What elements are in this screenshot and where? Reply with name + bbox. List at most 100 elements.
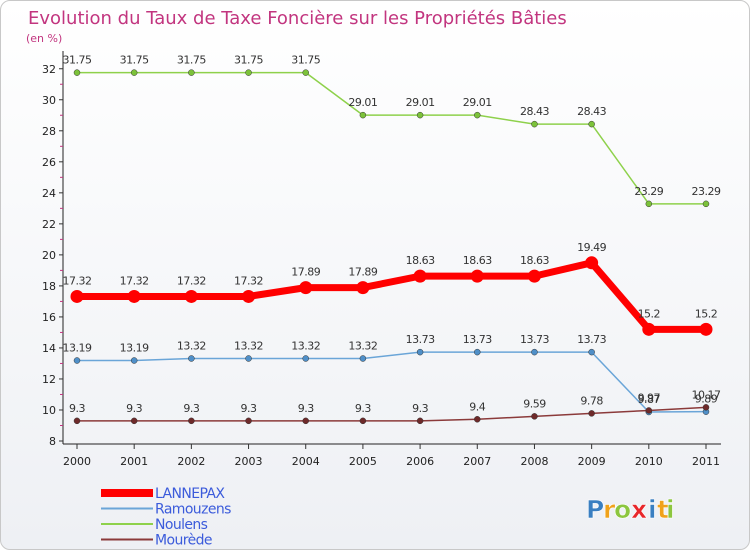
point-noulens: [73, 69, 81, 76]
point-lannepax: [70, 289, 84, 303]
x-tick-label: 2000: [63, 455, 91, 468]
point-mourede: [359, 417, 367, 425]
point-mourede: [416, 417, 424, 425]
legend-label-lannepax: LANNEPAX: [155, 486, 225, 502]
series-line-noulens: [77, 71, 706, 205]
point-lannepax: [642, 322, 656, 336]
point-mourede: [302, 417, 309, 425]
axes: 8 10 12 14 16 18 20 22 24 26 28 30 32 2000 2001 2002 200…: [42, 51, 721, 468]
data-label-lannepax: 18.63: [463, 254, 492, 267]
data-label-ramouzens: 13.19: [120, 342, 149, 355]
data-label-noulens: 31.75: [234, 54, 263, 67]
data-label-noulens: 29.01: [463, 96, 492, 109]
x-tick-label: 2011: [692, 455, 720, 468]
point-noulens: [474, 111, 481, 119]
y-tick-label: 20: [42, 249, 56, 262]
data-label-lannepax: 17.32: [63, 274, 92, 287]
data-label-mourede: 9.4: [469, 400, 485, 413]
point-mourede: [702, 404, 710, 411]
point-ramouzens: [245, 355, 252, 362]
point-noulens: [588, 120, 595, 128]
data-label-mourede: 10.17: [692, 388, 721, 401]
point-lannepax: [585, 256, 599, 270]
data-label-ramouzens: 9.87: [638, 393, 661, 406]
data-label-mourede: 9.78: [580, 394, 603, 407]
data-label-noulens: 31.75: [63, 54, 92, 67]
x-tick-label: 2004: [292, 455, 320, 468]
logo-letter: o: [614, 495, 631, 524]
point-lannepax: [470, 269, 484, 283]
data-label-mourede: 9.97: [638, 391, 661, 404]
point-lannepax: [527, 269, 541, 283]
point-noulens: [302, 69, 309, 76]
data-label-lannepax: 18.63: [520, 254, 549, 267]
data-label-noulens: 31.75: [291, 54, 320, 67]
logo-letter: r: [603, 495, 616, 524]
legend-label-noulens: Noulens: [155, 517, 208, 533]
logo-letter: x: [631, 495, 647, 524]
data-label-lannepax: 17.89: [291, 266, 320, 279]
y-tick-label: 28: [42, 125, 56, 138]
legend-label-ramouzens: Ramouzens: [155, 502, 231, 518]
point-ramouzens: [188, 355, 195, 362]
y-tick-label: 30: [42, 94, 56, 107]
logo-letter: i: [648, 495, 657, 524]
point-mourede: [531, 413, 538, 420]
x-tick-label: 2008: [520, 455, 548, 468]
point-mourede: [188, 417, 195, 425]
series-line-mourede: [77, 406, 707, 422]
y-tick-label: 14: [42, 342, 56, 355]
legend-label-mourede: Mourède: [155, 533, 212, 549]
data-label-ramouzens: 13.32: [234, 339, 263, 352]
data-label-lannepax: 18.63: [406, 254, 435, 267]
data-label-noulens: 28.43: [520, 105, 549, 118]
unit-label: (en %): [26, 32, 62, 45]
y-tick-label: 16: [42, 311, 56, 324]
point-ramouzens: [474, 348, 481, 356]
series-line-lannepax: [77, 259, 706, 333]
y-tick-label: 8: [49, 435, 56, 448]
data-label-lannepax: 19.49: [577, 241, 606, 254]
data-label-ramouzens: 13.73: [577, 333, 606, 346]
data-label-lannepax: 17.32: [120, 274, 149, 287]
data-label-lannepax: 15.2: [638, 307, 661, 320]
x-tick-label: 2002: [177, 455, 205, 468]
logo-letter: i: [666, 495, 675, 524]
point-mourede: [588, 410, 595, 417]
y-tick-label: 12: [42, 373, 56, 386]
x-tick-label: 2010: [635, 455, 663, 468]
data-label-lannepax: 17.32: [234, 274, 263, 287]
data-labels: 31.75 31.75 31.75 31.75 31.75 29.01 29.01 29.01…: [63, 54, 722, 415]
point-ramouzens: [531, 348, 538, 356]
y-tick-label: 18: [42, 280, 56, 293]
data-label-noulens: 23.29: [692, 185, 721, 198]
point-lannepax: [413, 269, 427, 283]
data-label-mourede: 9.3: [412, 402, 428, 415]
data-label-lannepax: 17.32: [177, 274, 206, 287]
data-label-noulens: 29.01: [348, 96, 377, 109]
data-label-ramouzens: 13.19: [63, 342, 92, 355]
y-tick-label: 32: [42, 63, 56, 76]
point-mourede: [645, 407, 653, 414]
data-label-ramouzens: 13.73: [406, 333, 435, 346]
point-noulens: [359, 111, 367, 119]
point-ramouzens: [130, 357, 138, 364]
point-noulens: [188, 69, 195, 76]
data-label-noulens: 31.75: [120, 54, 149, 67]
point-ramouzens: [588, 348, 595, 356]
data-label-mourede: 9.3: [355, 402, 371, 415]
point-noulens: [130, 69, 138, 76]
data-label-noulens: 31.75: [177, 54, 206, 67]
data-label-ramouzens: 13.32: [348, 339, 377, 352]
x-tick-label: 2009: [578, 455, 606, 468]
point-mourede: [474, 416, 481, 423]
data-label-ramouzens: 13.32: [291, 339, 320, 352]
x-tick-label: 2005: [349, 455, 377, 468]
data-label-mourede: 9.3: [241, 402, 257, 415]
point-mourede: [130, 417, 138, 425]
point-lannepax: [184, 289, 198, 303]
data-label-lannepax: 15.2: [695, 307, 718, 320]
data-label-mourede: 9.59: [523, 397, 546, 410]
data-label-lannepax: 17.89: [348, 266, 377, 279]
